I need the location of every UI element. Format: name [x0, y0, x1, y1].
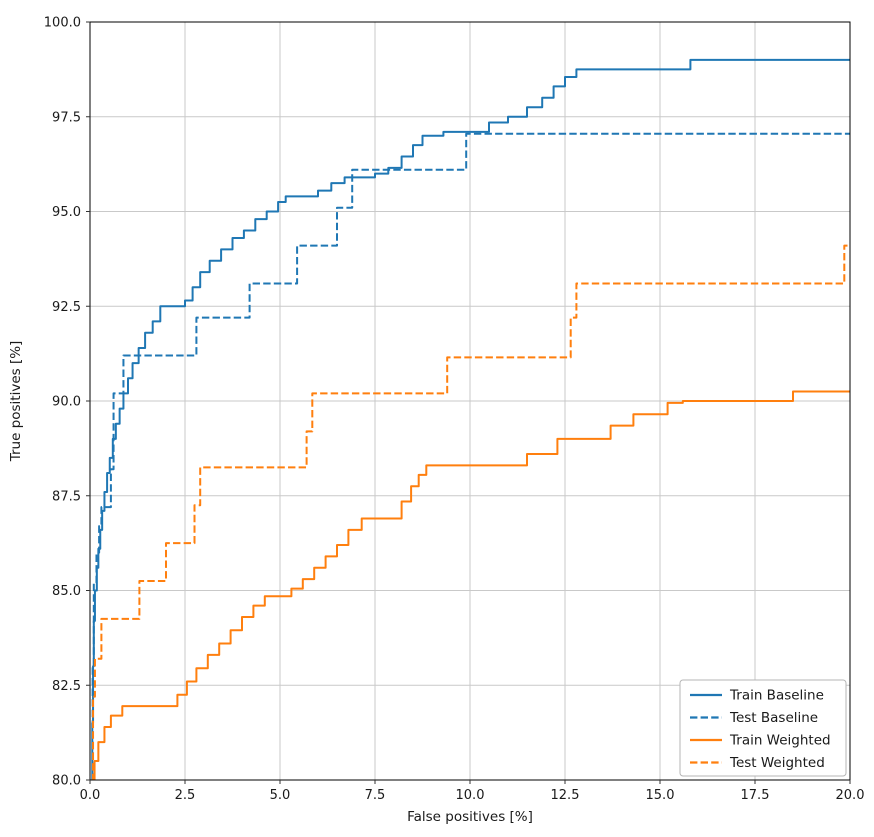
y-tick-label: 82.5	[52, 679, 81, 694]
y-tick-label: 95.0	[52, 205, 81, 220]
series-line-train-baseline	[91, 58, 850, 780]
series-line-test-baseline	[91, 132, 850, 780]
y-tick-label: 90.0	[52, 395, 81, 410]
legend-label-train-baseline: Train Baseline	[729, 688, 824, 704]
y-tick-label: 92.5	[52, 300, 81, 315]
x-axis: 0.0 2.5 5.0 7.5 10.0 12.5 15.0 17.5 20.0	[80, 780, 865, 803]
series-line-train-weighted	[91, 390, 850, 780]
x-tick-label: 0.0	[80, 788, 101, 803]
x-tick-label: 15.0	[646, 788, 675, 803]
y-tick-label: 80.0	[52, 774, 81, 789]
x-tick-label: 17.5	[741, 788, 770, 803]
x-tick-label: 7.5	[365, 788, 386, 803]
x-tick-label: 10.0	[456, 788, 485, 803]
legend-label-train-weighted: Train Weighted	[729, 733, 831, 749]
legend-label-test-weighted: Test Weighted	[729, 755, 825, 771]
y-axis: 80.0 82.5 85.0 87.5 90.0 92.5 95.0 97.5 100.0	[44, 16, 90, 789]
x-axis-label: False positives [%]	[407, 809, 533, 825]
legend-box	[679, 679, 847, 777]
x-tick-label: 12.5	[551, 788, 580, 803]
y-tick-label: 97.5	[52, 110, 81, 125]
legend-label-test-baseline: Test Baseline	[729, 710, 818, 726]
x-tick-label: 2.5	[175, 788, 196, 803]
legend: Train Baseline Test Baseline Train Weighte…	[679, 679, 847, 777]
y-tick-label: 100.0	[44, 16, 81, 31]
y-tick-label: 85.0	[52, 584, 81, 599]
y-tick-label: 87.5	[52, 489, 81, 504]
series-line-test-weighted	[91, 244, 850, 780]
series-group	[91, 58, 850, 780]
x-tick-label: 20.0	[836, 788, 865, 803]
x-tick-label: 5.0	[270, 788, 291, 803]
y-axis-label: True positives [%]	[8, 341, 24, 463]
